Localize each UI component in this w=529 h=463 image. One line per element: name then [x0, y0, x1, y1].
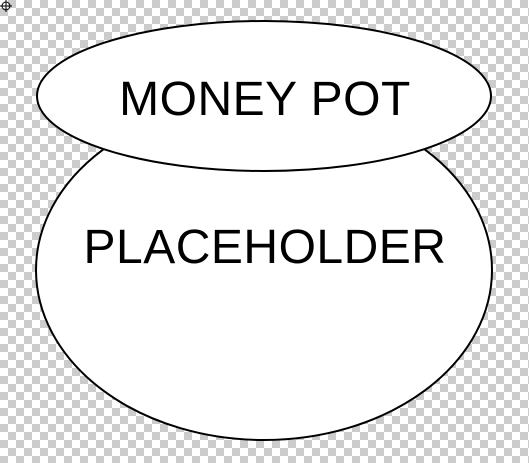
- pot-body-label: PLACEHOLDER: [83, 221, 447, 274]
- lid-label: MONEY POT: [119, 73, 411, 126]
- pot-lid-shape[interactable]: [36, 20, 492, 172]
- crosshair-cursor-icon: [0, 0, 12, 12]
